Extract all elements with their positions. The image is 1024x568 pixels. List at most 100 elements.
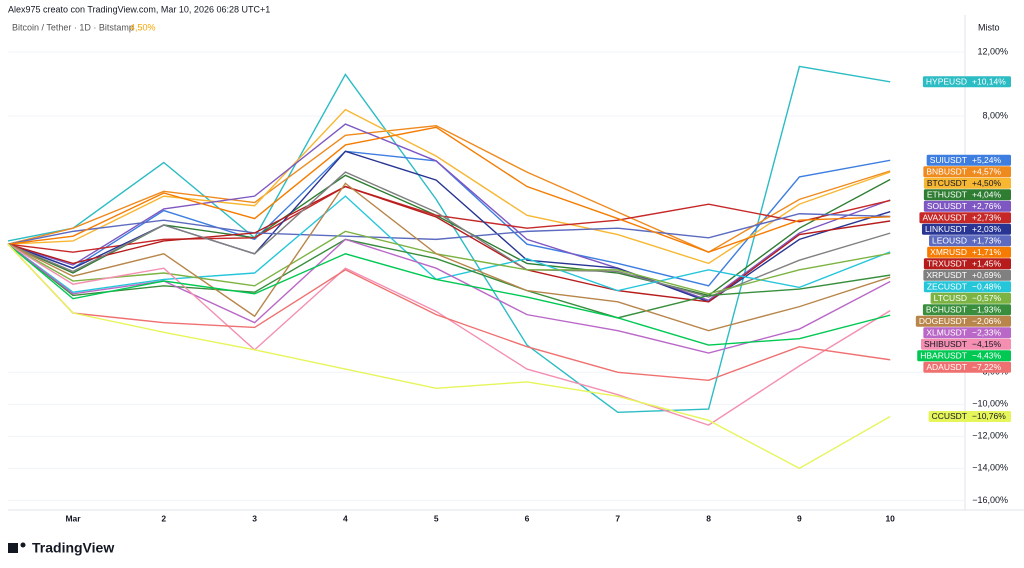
- badge-bg: [921, 338, 1011, 350]
- legend-label: BNBUSDT: [926, 167, 967, 177]
- x-tick-label: 10: [885, 513, 895, 523]
- badge-bg: [930, 292, 1011, 304]
- badge-bg: [923, 361, 1011, 373]
- legend-label: XMRUSD: [930, 247, 967, 257]
- y-tick-label: 12,00%: [977, 46, 1008, 56]
- legend-label: DOGEUSDT: [919, 316, 967, 326]
- badge-bg: [917, 350, 1011, 362]
- series-badge: HYPEUSD +10,14%: [922, 76, 1011, 88]
- series-badge: SOLUSDT +2,76%: [923, 200, 1011, 212]
- lines: [7, 65, 891, 470]
- value-label: +1,45%: [972, 259, 1002, 269]
- credit: Alex975 creato con TradingView.com, Mar …: [8, 4, 270, 14]
- value-label: +4,57%: [972, 167, 1002, 177]
- series-badge: BTCUSDT +4,50%: [923, 177, 1011, 189]
- x-tick-label: Mar: [65, 513, 81, 523]
- series-line: [7, 124, 891, 253]
- series-badge: LINKUSDT +2,03%: [921, 223, 1011, 235]
- badge-bg: [923, 166, 1011, 178]
- series-badge: SHIBUSDT −4,15%: [921, 338, 1011, 350]
- x-tick-label: 3: [252, 513, 257, 523]
- badge-bg: [923, 327, 1011, 339]
- series-line: [7, 243, 891, 346]
- legend-label: BCHUSDT: [926, 305, 967, 315]
- x-tick-label: 8: [706, 513, 711, 523]
- legend-label: TRXUSDT: [927, 259, 967, 269]
- series-badge: ETHUSDT +4,04%: [923, 189, 1011, 201]
- x-tick-label: 7: [615, 513, 620, 523]
- series-badge: SUIUSDT +5,24%: [926, 154, 1011, 166]
- badge-bg: [923, 258, 1011, 270]
- badge-bg: [921, 223, 1011, 235]
- badge-bg: [927, 246, 1011, 258]
- series-line: [7, 243, 891, 426]
- series-line: [7, 213, 891, 245]
- badge-bg: [923, 269, 1011, 281]
- legend-label: SHIBUSDT: [924, 339, 967, 349]
- value-label: −0,48%: [972, 282, 1002, 292]
- legend-label: XLMUSDT: [926, 328, 967, 338]
- series-badge: CCUSDT −10,76%: [928, 410, 1011, 422]
- legend-label: AVAXUSDT: [922, 213, 967, 223]
- badge-bg: [919, 212, 1011, 224]
- badge-bg: [929, 235, 1011, 247]
- value-label: +5,24%: [972, 155, 1002, 165]
- legend-label: HBARUSDT: [920, 351, 967, 361]
- badge-bg: [922, 76, 1011, 88]
- x-tick-label: 2: [161, 513, 166, 523]
- legend-label: SUIUSDT: [930, 155, 967, 165]
- legend-label: CCUSDT: [932, 411, 967, 421]
- series-line: [7, 150, 891, 303]
- series-badge: XRPUSDT +0,69%: [923, 269, 1011, 281]
- series-badge: XLMUSDT −2,33%: [923, 327, 1011, 339]
- series-line: [7, 123, 891, 302]
- value-label: −4,15%: [972, 339, 1002, 349]
- x-tick-label: 9: [797, 513, 802, 523]
- legend-label: ADAUSDT: [926, 362, 967, 372]
- series-line: [7, 195, 891, 293]
- grid: [8, 51, 965, 501]
- badge-bg: [915, 315, 1011, 327]
- series-line: [7, 238, 891, 319]
- series-badge: HBARUSDT −4,43%: [917, 350, 1011, 362]
- x-tick-label: 6: [525, 513, 530, 523]
- x-tick-label: 5: [434, 513, 439, 523]
- brand: TradingView: [32, 540, 114, 556]
- y-tick-label: −12,00%: [972, 431, 1008, 441]
- legend-label: LINKUSDT: [925, 224, 967, 234]
- value-label: +2,03%: [972, 224, 1002, 234]
- value-label: −0,57%: [972, 293, 1002, 303]
- series-line: [7, 185, 891, 303]
- legend-label: HYPEUSD: [926, 77, 967, 87]
- badge-bg: [928, 410, 1011, 422]
- value-label: +2,76%: [972, 201, 1002, 211]
- x-tick-label: 4: [343, 513, 348, 523]
- value-label: +2,73%: [972, 213, 1002, 223]
- value-label: −10,76%: [972, 411, 1006, 421]
- series-line: [7, 238, 891, 354]
- value-label: −7,22%: [972, 362, 1002, 372]
- series-badge: AVAXUSDT +2,73%: [919, 212, 1011, 224]
- legend-label: LEOUSD: [932, 236, 967, 246]
- series-line: [7, 171, 891, 298]
- value-label: −2,33%: [972, 328, 1002, 338]
- value-label: +4,04%: [972, 190, 1002, 200]
- series-line: [7, 65, 891, 414]
- value-label: −4,43%: [972, 351, 1002, 361]
- badge-bg: [923, 189, 1011, 201]
- y-tick-label: −14,00%: [972, 463, 1008, 473]
- legend-label: ETHUSDT: [927, 190, 967, 200]
- series-badge: ZECUSDT −0,48%: [923, 281, 1011, 293]
- logo: [8, 542, 26, 553]
- legend-label: LTCUSD: [934, 293, 967, 303]
- symbol: Bitcoin / Tether · 1D · Bitstamp: [12, 22, 134, 32]
- value-label: +1,71%: [972, 247, 1002, 257]
- scale-mode: Misto: [978, 22, 1000, 32]
- series-line: [7, 126, 891, 253]
- series-line: [7, 243, 891, 470]
- legend-label: XRPUSDT: [926, 270, 967, 280]
- series-badge: DOGEUSDT −2,06%: [915, 315, 1011, 327]
- value-label: +4,50%: [972, 178, 1002, 188]
- value-label: −1,93%: [972, 305, 1002, 315]
- series-line: [7, 108, 891, 265]
